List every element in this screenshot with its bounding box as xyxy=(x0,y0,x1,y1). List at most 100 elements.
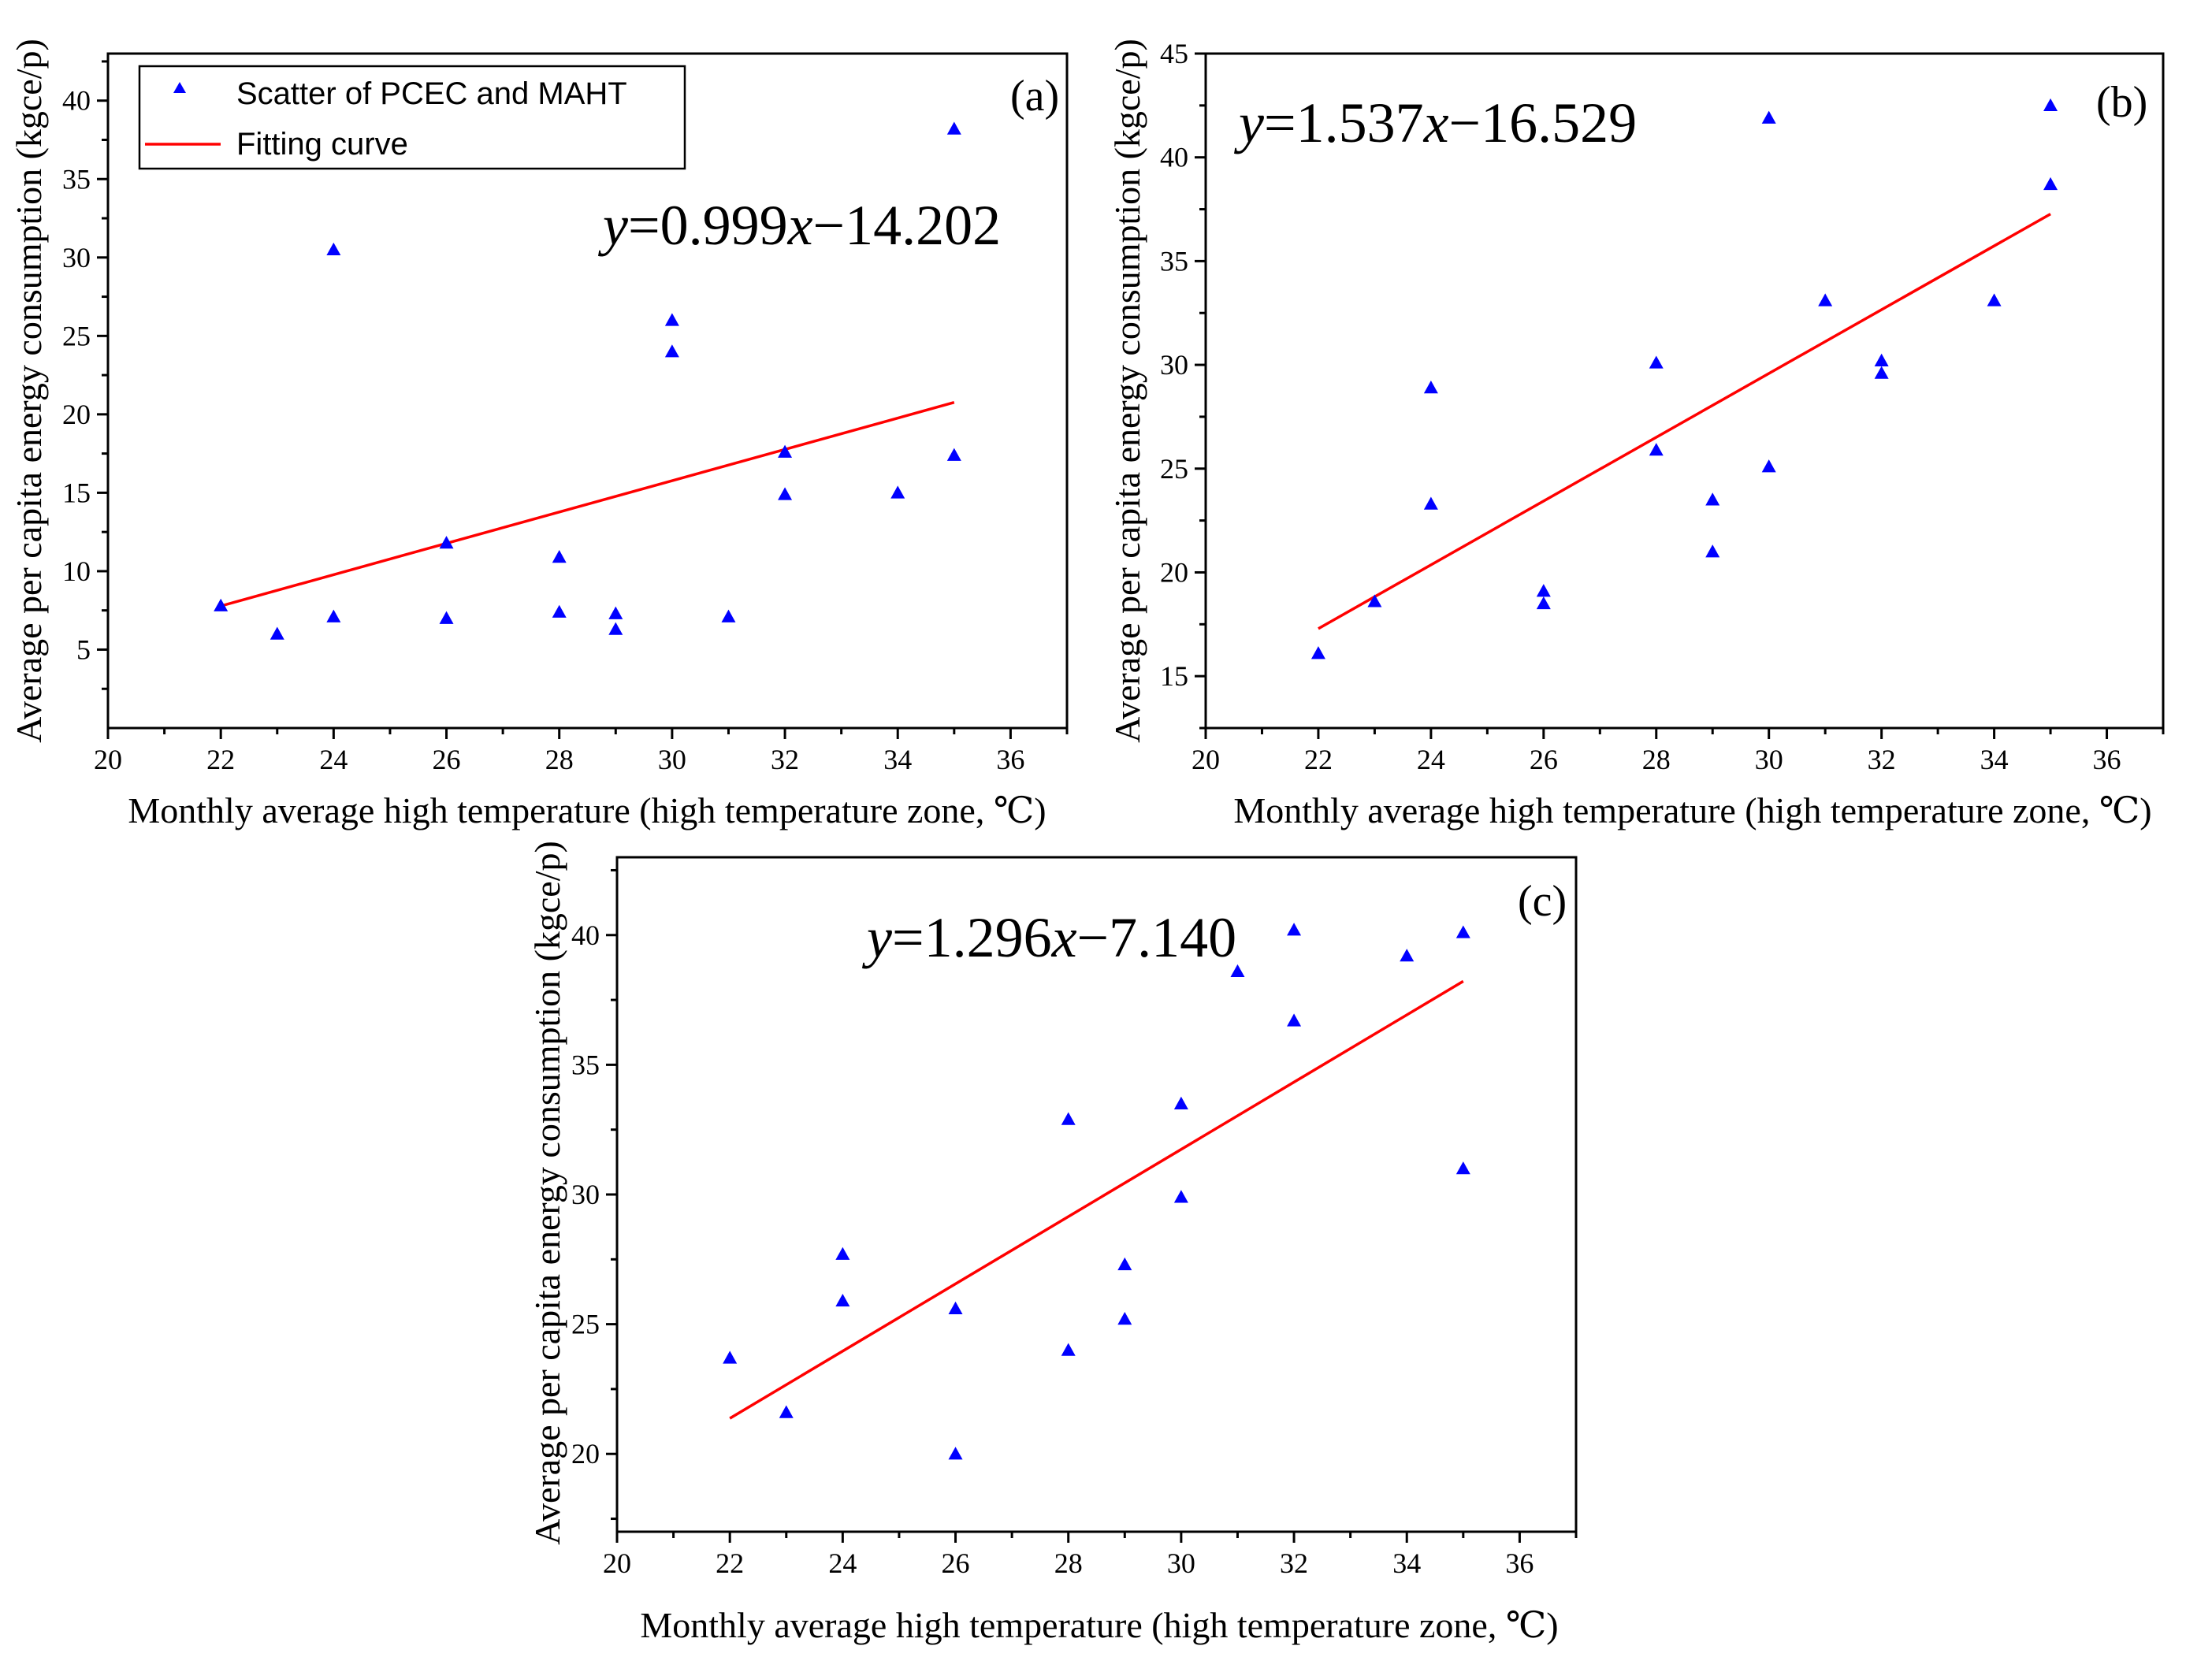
panel-a-scatter-point xyxy=(778,487,793,500)
panel-b-scatter-point xyxy=(1874,366,1889,379)
panel-b-y-tick-label: 15 xyxy=(1160,660,1188,692)
panel-a-eq-intercept: −14.202 xyxy=(813,194,1002,257)
panel-b-x-tick-label: 30 xyxy=(1755,744,1783,775)
panel-a-eq-y: y xyxy=(597,194,628,257)
panel-a-y-tick-label: 15 xyxy=(62,477,91,508)
panel-c-scatter-point xyxy=(1117,1257,1132,1271)
panel-a-x-tick-label: 32 xyxy=(771,744,799,775)
panel-c-marks xyxy=(723,923,1470,1460)
panel-b-y-tick-label: 20 xyxy=(1160,556,1188,588)
panel-c-x-tick-label: 22 xyxy=(716,1547,744,1579)
panel-b-y-axis-title: Average per capita energy consumption (k… xyxy=(1107,39,1147,743)
panel-c-scatter-point xyxy=(1400,949,1415,962)
panel-b-eq-x: x xyxy=(1423,91,1449,154)
panel-c-y-tick-label: 35 xyxy=(571,1049,600,1080)
panel-b-scatter-point xyxy=(1310,646,1325,659)
panel-c-scatter-point xyxy=(835,1246,850,1260)
panel-c-x-tick-label: 24 xyxy=(828,1547,857,1579)
panel-c-scatter-point xyxy=(1230,964,1245,978)
panel-a-x-tick-label: 24 xyxy=(319,744,348,775)
panel-b-y-tick-label: 30 xyxy=(1160,349,1188,381)
panel-a-x-tick-label: 28 xyxy=(545,744,574,775)
panel-b-scatter-point xyxy=(1761,110,1776,124)
legend-scatter-label: Scatter of PCEC and MAHT xyxy=(236,76,627,111)
panel-b-y-tick-label: 25 xyxy=(1160,453,1188,485)
panel-b-ticks: 20 22 24 26 28 30 32 34 36 15 20 25 30 35 40 45 xyxy=(1160,38,2165,775)
panel-c-x-tick-label: 28 xyxy=(1054,1547,1083,1579)
panel-c-x-tick-label: 20 xyxy=(603,1547,631,1579)
panel-b-x-tick-label: 28 xyxy=(1642,744,1671,775)
panel-c-fit-line xyxy=(729,979,1464,1420)
panel-c-y-tick-label: 20 xyxy=(571,1438,600,1469)
panel-a-plot-frame xyxy=(106,52,1069,730)
panel-c-ticks: 20 22 24 26 28 30 32 34 36 20 25 30 35 40 xyxy=(571,868,1578,1579)
panel-c-x-axis-title: Monthly average high temperature (high t… xyxy=(640,1605,1558,1645)
panel-b-x-tick-label: 20 xyxy=(1192,744,1220,775)
panel-b-scatter-point xyxy=(2043,176,2058,191)
panel-c: 20 22 24 26 28 30 32 34 36 20 25 30 35 40 Monthly ave… xyxy=(527,841,1578,1645)
legend: Scatter of PCEC and MAHT Fitting curve xyxy=(138,65,686,170)
panel-a-y-tick-label: 25 xyxy=(62,320,91,351)
panel-b: 20 22 24 26 28 30 32 34 36 15 20 25 30 35 40 45 Monthly… xyxy=(1107,38,2165,830)
panel-a-scatter-point xyxy=(552,550,567,563)
panel-c-y-tick-label: 40 xyxy=(571,920,600,951)
panel-a-scatter-point xyxy=(664,344,679,358)
panel-c-scatter-point xyxy=(948,1447,963,1460)
panel-a-eq-coef: =0.999 xyxy=(628,194,788,257)
panel-b-scatter-point xyxy=(1536,584,1551,597)
panel-c-x-tick-label: 26 xyxy=(942,1547,970,1579)
panel-c-y-axis-title: Average per capita energy consumption (k… xyxy=(527,841,567,1545)
panel-b-scatter-point xyxy=(1423,496,1438,510)
panel-b-scatter-point xyxy=(1423,381,1438,394)
panel-b-fit-line xyxy=(1318,213,2051,630)
panel-a-y-tick-label: 10 xyxy=(62,555,91,587)
panel-b-scatter-point xyxy=(2043,98,2058,112)
panel-b-x-tick-label: 26 xyxy=(1530,744,1558,775)
panel-b-eq-coef: =1.537 xyxy=(1264,91,1424,154)
panel-a-x-tick-label: 36 xyxy=(996,744,1024,775)
panel-a-fit-line xyxy=(220,401,955,607)
panel-b-x-tick-label: 24 xyxy=(1417,744,1445,775)
panel-c-eq-coef: =1.296 xyxy=(892,906,1052,969)
panel-c-scatter-point xyxy=(835,1293,850,1307)
panel-a-x-tick-label: 26 xyxy=(433,744,461,775)
panel-b-scatter-point xyxy=(1761,459,1776,473)
panel-b-marks xyxy=(1310,98,2058,659)
panel-c-x-tick-label: 32 xyxy=(1280,1547,1308,1579)
panel-b-x-tick-label: 32 xyxy=(1868,744,1896,775)
panel-c-scatter-point xyxy=(948,1301,963,1315)
panel-a-scatter-point xyxy=(326,609,341,622)
panel-a-y-tick-label: 5 xyxy=(76,633,91,665)
panel-a-ticks: 20 22 24 26 28 30 32 34 36 5 10 15 20 25 30 35 40 xyxy=(62,60,1069,775)
panel-a-scatter-point xyxy=(214,598,229,611)
panel-a-scatter-point xyxy=(608,606,623,619)
panel-a-scatter-point xyxy=(890,485,905,499)
panel-b-plot-frame xyxy=(1204,52,2165,730)
panel-c-scatter-point xyxy=(1173,1096,1188,1109)
panel-a-eq-x: x xyxy=(787,194,813,257)
panel-a-scatter-point xyxy=(721,609,736,622)
panel-a-scatter-point xyxy=(439,611,454,624)
panel-a-y-axis-title: Average per capita energy consumption (k… xyxy=(9,39,49,743)
panel-a-x-axis-title: Monthly average high temperature (high t… xyxy=(128,790,1046,830)
panel-a-scatter-point xyxy=(439,536,454,549)
panel-a-scatter-point xyxy=(326,242,341,256)
panel-c-scatter-point xyxy=(1287,1013,1302,1027)
panel-c-scatter-point xyxy=(1287,923,1302,936)
panel-b-x-tick-label: 36 xyxy=(2093,744,2121,775)
panel-c-scatter-point xyxy=(1061,1343,1076,1356)
panel-c-x-tick-label: 30 xyxy=(1167,1547,1195,1579)
panel-b-eq-intercept: −16.529 xyxy=(1449,91,1638,154)
panel-a-y-tick-label: 20 xyxy=(62,399,91,430)
panel-a-scatter-point xyxy=(664,313,679,326)
panel-b-x-tick-label: 22 xyxy=(1304,744,1333,775)
panel-a-scatter-point xyxy=(946,121,961,135)
panel-c-scatter-point xyxy=(1061,1112,1076,1125)
panel-c-scatter-point xyxy=(1455,1161,1470,1175)
panel-a-x-tick-label: 30 xyxy=(658,744,686,775)
panel-c-scatter-point xyxy=(1117,1312,1132,1325)
legend-fit-label: Fitting curve xyxy=(236,127,408,162)
panel-a-marks xyxy=(214,121,961,640)
panel-c-eq-y: y xyxy=(861,906,892,969)
panel-c-scatter-point xyxy=(723,1350,738,1364)
